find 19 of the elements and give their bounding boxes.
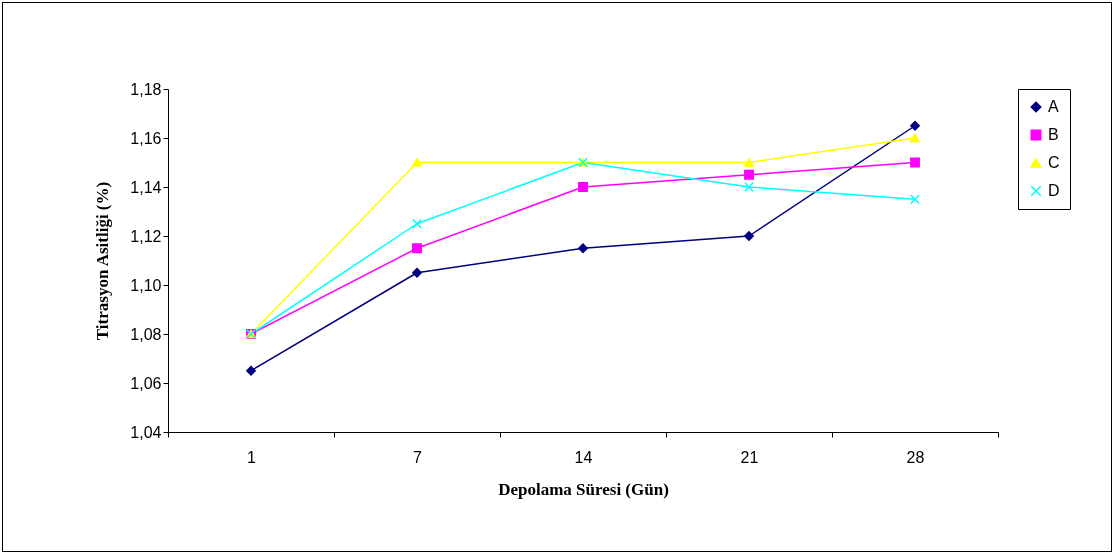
x-tick-label: 14 <box>574 448 593 466</box>
y-tick-label: 1,16 <box>130 129 162 147</box>
x-axis-title: Depolama Süresi (Gün) <box>498 479 669 499</box>
x-tick-label: 1 <box>247 448 257 466</box>
y-tick-label: 1,04 <box>130 423 162 441</box>
x-tick-label: 7 <box>413 448 423 466</box>
legend-label: D <box>1048 182 1060 199</box>
legend-label: C <box>1048 154 1060 171</box>
y-tick-label: 1,10 <box>130 276 162 294</box>
y-axis-title: Titrasyon Asitliği (%) <box>93 181 113 341</box>
y-tick-label: 1,06 <box>130 374 162 392</box>
y-tick-label: 1,18 <box>130 80 162 98</box>
legend-label: A <box>1048 98 1059 115</box>
y-tick-label: 1,08 <box>130 325 162 343</box>
legend-label: B <box>1048 126 1059 143</box>
x-tick-label: 28 <box>906 448 925 466</box>
y-tick-label: 1,14 <box>130 178 162 196</box>
x-tick-label: 21 <box>740 448 759 466</box>
y-tick-label: 1,12 <box>130 227 162 245</box>
